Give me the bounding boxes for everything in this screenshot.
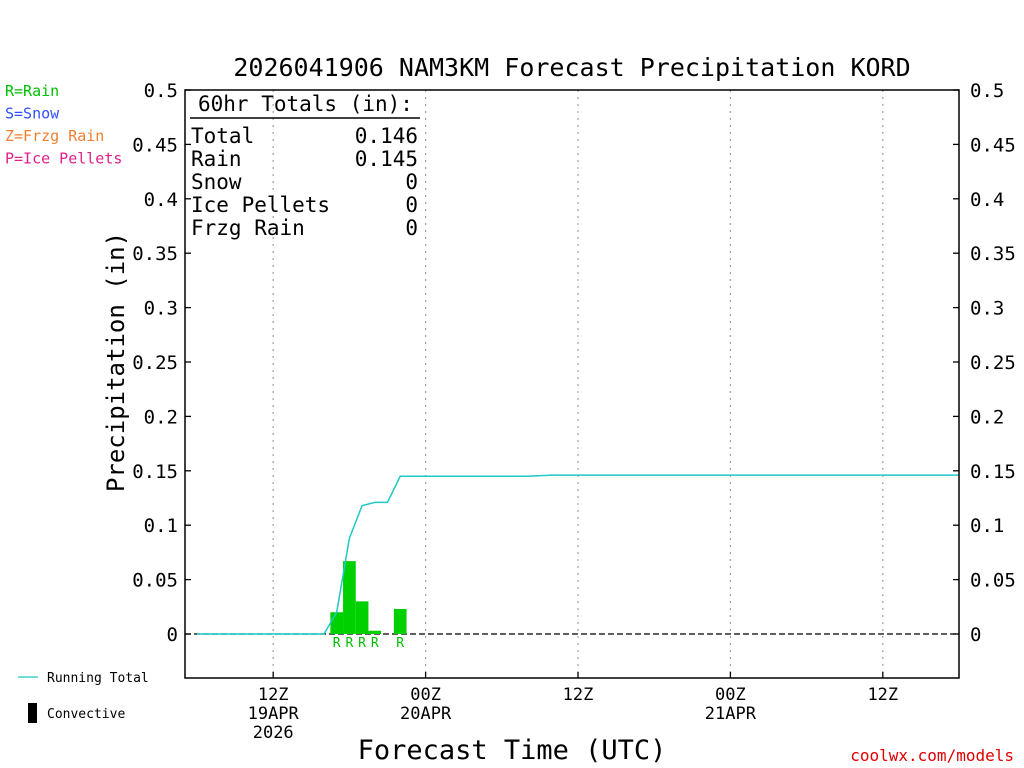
y-tick-label-right: 0.15 — [970, 461, 1016, 483]
precip-bar — [355, 601, 369, 634]
y-tick-label-right: 0.4 — [970, 189, 1004, 211]
plot-frame — [184, 89, 960, 679]
running-total-line — [197, 474, 959, 635]
totals-rows: Total 0.146 Rain 0.145 Snow 0 Ice Pellets 0 Frzg… — [191, 124, 418, 240]
y-tick-label-left: 0.25 — [132, 352, 178, 374]
totals-row-value: 0 — [405, 170, 418, 194]
x-tick-label: 19APR — [248, 704, 300, 724]
totals-row-label: Rain — [191, 147, 242, 171]
y-tick-label-left: 0.05 — [132, 570, 178, 592]
chart-title: 2026041906 NAM3KM Forecast Precipitation… — [233, 53, 910, 82]
precip-type-label: R — [396, 636, 404, 651]
y-axis-left: 0 0.05 0.1 0.15 0.2 0.25 0.3 0.35 0.4 0.45 0.5 — [132, 80, 191, 646]
x-tick-label: 12Z — [867, 685, 898, 705]
x-tick-label: 00Z — [715, 685, 746, 705]
totals-row-value: 0.145 — [355, 147, 418, 171]
totals-box: 60hr Totals (in): Total 0.146 Rain 0.145 Sno… — [190, 92, 420, 240]
precip-type-legend: R=Rain S=Snow Z=Frzg Rain P=Ice Pellets — [5, 82, 122, 168]
y-tick-label-left: 0 — [167, 624, 178, 646]
y-tick-label-left: 0.1 — [144, 515, 178, 537]
chart-legend: Running Total Convective — [18, 671, 149, 723]
y-tick-label-right: 0.45 — [970, 134, 1016, 156]
totals-heading: 60hr Totals (in): — [198, 92, 413, 116]
x-tick-label: 00Z — [410, 685, 441, 705]
y-tick-label-right: 0.2 — [970, 406, 1004, 428]
y-tick-label-left: 0.4 — [144, 189, 178, 211]
precip-bars — [330, 561, 407, 634]
totals-row-label: Total — [191, 124, 254, 148]
precip-bar — [393, 608, 407, 634]
y-tick-label-right: 0.05 — [970, 570, 1016, 592]
precip-type-legend-item: R=Rain — [5, 82, 59, 100]
precip-type-legend-item: P=Ice Pellets — [5, 150, 122, 168]
y-tick-label-right: 0.25 — [970, 352, 1016, 374]
precip-bar — [368, 630, 382, 634]
totals-row-label: Frzg Rain — [191, 216, 305, 240]
x-tick-label: 12Z — [258, 685, 289, 705]
y-tick-label-right: 0.5 — [970, 80, 1004, 102]
y-tick-label-right: 0.1 — [970, 515, 1004, 537]
totals-row-label: Snow — [191, 170, 242, 194]
y-tick-label-right: 0.3 — [970, 298, 1004, 320]
x-tick-label: 12Z — [563, 685, 594, 705]
precip-type-legend-item: Z=Frzg Rain — [5, 127, 104, 145]
y-tick-label-left: 0.5 — [144, 80, 178, 102]
totals-row-value: 0.146 — [355, 124, 418, 148]
y-tick-label-left: 0.3 — [144, 298, 178, 320]
precip-bar — [330, 612, 344, 634]
y-tick-label-right: 0 — [970, 624, 981, 646]
x-tick-label: 2026 — [253, 723, 294, 743]
x-axis-label: Forecast Time (UTC) — [358, 735, 667, 766]
legend-running-total-label: Running Total — [47, 671, 149, 686]
y-axis-label: Precipitation (in) — [102, 232, 130, 492]
precip-bar — [343, 561, 356, 634]
totals-row-value: 0 — [405, 193, 418, 217]
y-tick-label-left: 0.2 — [144, 406, 178, 428]
running-total-line-group — [197, 474, 959, 635]
precip-type-label: R — [371, 636, 379, 651]
credit-text: coolwx.com/models — [850, 746, 1014, 765]
precip-type-legend-item: S=Snow — [5, 105, 60, 123]
legend-convective-label: Convective — [47, 707, 125, 722]
precip-type-label: R — [358, 636, 366, 651]
y-tick-label-left: 0.45 — [132, 134, 178, 156]
precip-type-label: R — [345, 636, 353, 651]
totals-row-label: Ice Pellets — [191, 193, 330, 217]
x-tick-label: 20APR — [400, 704, 452, 724]
x-tick-label: 21APR — [705, 704, 757, 724]
y-tick-label-left: 0.35 — [132, 243, 178, 265]
precip-type-label: R — [333, 636, 341, 651]
legend-convective-swatch — [28, 703, 37, 723]
grid-lines — [272, 90, 884, 678]
y-tick-label-right: 0.35 — [970, 243, 1016, 265]
y-tick-label-left: 0.15 — [132, 461, 178, 483]
totals-row-value: 0 — [405, 216, 418, 240]
y-axis-right: 0 0.05 0.1 0.15 0.2 0.25 0.3 0.35 0.4 0.45 0.5 — [953, 80, 1016, 646]
